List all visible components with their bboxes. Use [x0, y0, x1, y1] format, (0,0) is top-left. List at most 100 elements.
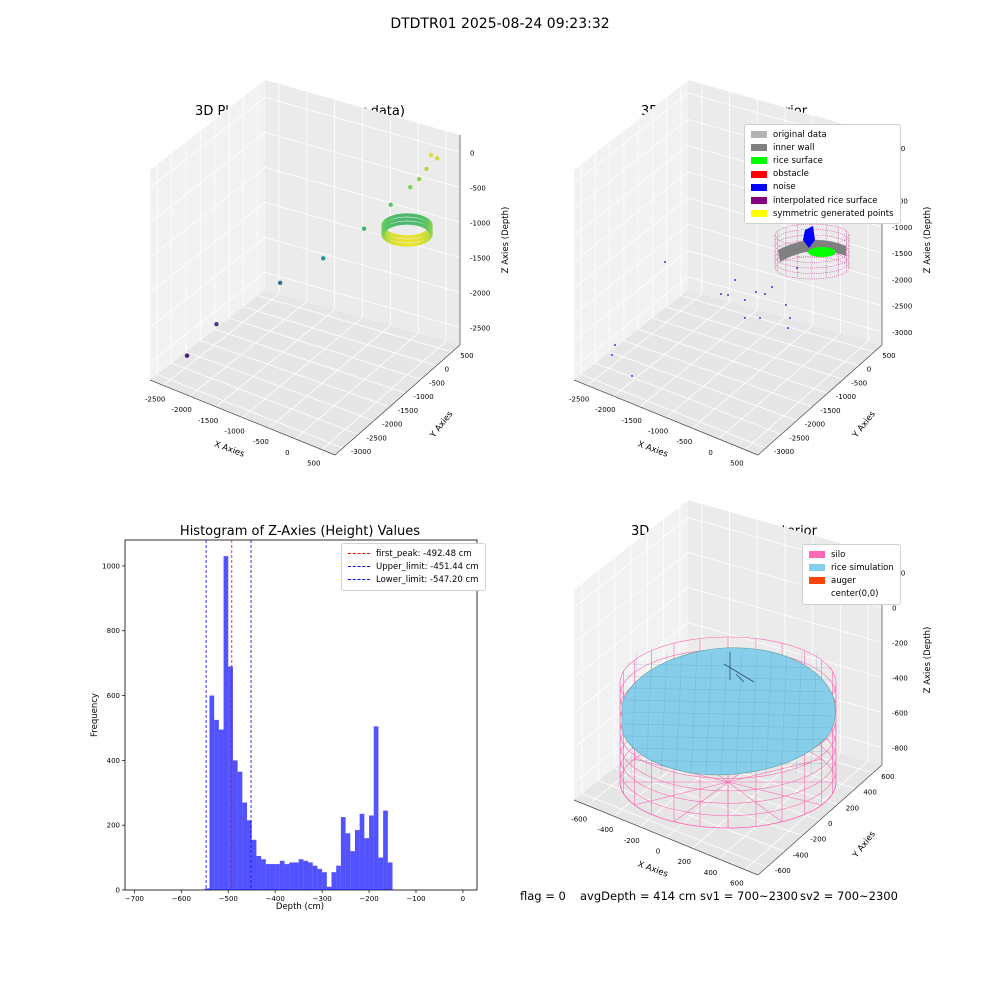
y-gridline	[257, 295, 453, 353]
histogram-bar	[209, 695, 215, 890]
noise-point	[734, 279, 736, 281]
silo-spoke	[727, 781, 822, 806]
y-gridline	[637, 328, 828, 394]
y-gridline	[666, 306, 859, 367]
noise-point	[720, 293, 722, 295]
panel-1-plot-area: -2500-2000-1500-1000-5000500-3000-2500-2…	[145, 80, 511, 468]
z-axis-label: Z Axies (Depth)	[501, 207, 511, 274]
y-gridline	[200, 340, 390, 408]
y-tick-label: -600	[775, 867, 791, 875]
floor-pane	[150, 290, 460, 455]
mesh-line	[720, 651, 728, 775]
x-gridline	[321, 340, 447, 450]
legend-item-rice-simulation: rice simulation	[809, 561, 894, 574]
y-gridline	[157, 374, 343, 449]
mesh-line	[625, 711, 833, 717]
ring-point	[429, 232, 433, 236]
noise-point	[771, 286, 773, 288]
z-tick-label: -200	[892, 640, 908, 648]
histogram-bar	[359, 813, 365, 890]
noise-point	[611, 354, 613, 356]
x-tick-label: 400	[704, 869, 717, 877]
histogram-bar	[369, 815, 374, 890]
legend-label: Upper_limit: -451.44 cm	[376, 561, 479, 572]
y-tick-label: -500	[429, 379, 445, 387]
x-tick-label: −600	[172, 895, 191, 903]
x-tick-label: 0	[656, 848, 660, 856]
x-gridline	[242, 317, 363, 418]
legend-swatch	[809, 591, 825, 598]
z-tick-label: -2500	[892, 303, 912, 311]
x-axis-label: X Axies	[636, 860, 669, 880]
histogram-bar	[350, 851, 355, 890]
x-tick-label: 500	[307, 460, 320, 468]
legend-swatch	[751, 170, 767, 178]
legend-swatch	[751, 144, 767, 152]
y-axis-line	[757, 764, 883, 876]
z-axis-label: Z Axies (Depth)	[923, 207, 933, 274]
histogram-bar	[345, 833, 351, 890]
y-tick-label: 200	[846, 804, 859, 812]
histogram-bar	[378, 857, 384, 890]
legend-label: silo	[831, 549, 846, 560]
legend-item-first-peak: first_peak: -492.48 cm	[348, 547, 479, 560]
noise-point	[787, 327, 789, 329]
histogram-bar	[270, 864, 276, 890]
z-tick-label: -800	[892, 745, 908, 753]
x-axis-line	[573, 379, 759, 456]
x-gridline	[268, 325, 391, 429]
y-gridline	[243, 306, 437, 367]
y-tick-label: 1000	[102, 562, 120, 570]
legend-item-inner-wall: inner wall	[751, 141, 894, 154]
noise-point	[664, 261, 666, 263]
data-point	[424, 166, 429, 172]
y-gridline	[581, 793, 768, 868]
z-tick-label: -3000	[892, 329, 912, 337]
legend-item-symmetric: symmetric generated points	[751, 207, 894, 220]
x-tick-label: -600	[571, 815, 587, 823]
x-tick-label: -1500	[622, 417, 642, 425]
x-gridline	[295, 332, 419, 440]
legend-line	[348, 566, 370, 568]
z-tick-label: -600	[892, 710, 908, 718]
data-point	[388, 202, 393, 207]
histogram-bar	[261, 859, 266, 890]
y-tick-label: -1000	[413, 393, 433, 401]
y-axis-line	[757, 344, 883, 456]
y-tick-label: -2000	[805, 421, 825, 429]
y-gridline	[680, 295, 875, 353]
histogram-bar	[223, 556, 229, 890]
histogram-bar	[232, 760, 238, 890]
raw-points	[184, 152, 440, 358]
histogram-bar	[251, 839, 257, 890]
legend-label: symmetric generated points	[773, 208, 894, 219]
mesh-line	[705, 651, 713, 775]
histogram-frame	[124, 539, 478, 891]
y-gridline	[598, 780, 785, 852]
x-tick-label: 0	[708, 449, 712, 457]
z-gridline	[573, 250, 883, 341]
y-gridline	[595, 362, 782, 435]
histogram-bar	[214, 719, 219, 890]
x-axis-line	[573, 799, 759, 876]
x-gridline	[613, 301, 730, 397]
y-tick-label: 0	[867, 366, 871, 374]
legend-swatch	[751, 210, 767, 218]
x-tick-label: −100	[406, 895, 425, 903]
mesh-line	[735, 651, 743, 775]
rice-surface-mesh	[625, 651, 833, 775]
x-gridline	[215, 309, 335, 408]
y-tick-label: -2000	[382, 421, 402, 429]
rice-simulation-surface	[621, 647, 836, 776]
mesh-line	[765, 651, 773, 775]
y-tick-label: -3000	[774, 448, 794, 456]
z-gridline	[573, 276, 883, 368]
histogram-bar	[284, 864, 290, 890]
y-gridline	[580, 374, 766, 449]
noise-point	[759, 317, 761, 319]
histogram-bar	[256, 855, 262, 890]
noise-points	[611, 261, 798, 377]
histogram-xlabel: Depth (cm)	[275, 902, 325, 912]
figure-title: DTDTR01 2025-08-24 09:23:32	[390, 16, 610, 32]
x-tick-label: -400	[597, 826, 613, 834]
